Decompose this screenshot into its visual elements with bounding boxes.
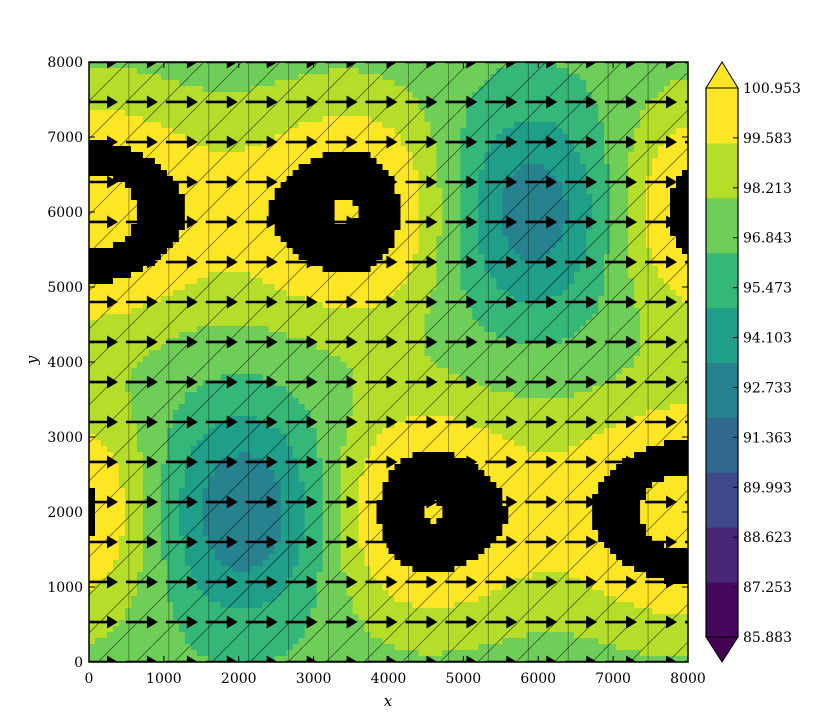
contour-chart-svg: 0 1000 2000 3000 4000 5000 6000 7000 8000 010002…: [23, 55, 801, 710]
chart: 0 1000 2000 3000 4000 5000 6000 7000 8000 0 1000 2…: [23, 55, 801, 710]
